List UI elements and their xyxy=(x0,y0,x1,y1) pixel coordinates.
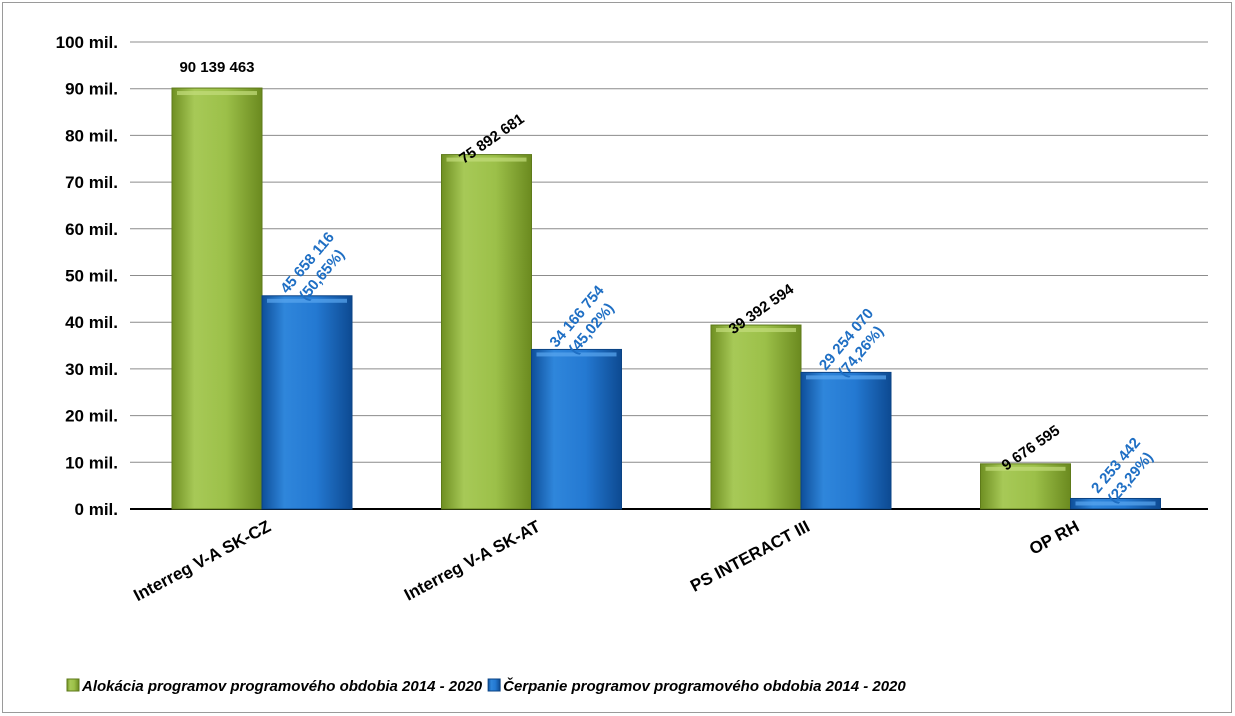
legend: Alokácia programov programového obdobia … xyxy=(66,677,906,695)
y-tick-label: 40 mil. xyxy=(65,313,118,332)
y-tick-label: 0 mil. xyxy=(75,500,118,519)
bar-highlight xyxy=(716,328,796,333)
bar-drawing xyxy=(531,348,622,510)
bar-highlight xyxy=(177,91,257,96)
y-tick-label: 90 mil. xyxy=(65,80,118,99)
y-tick-label: 60 mil. xyxy=(65,220,118,239)
y-tick-label: 100 mil. xyxy=(56,33,118,52)
legend-swatch-allocation xyxy=(66,678,80,692)
bars xyxy=(171,87,1161,510)
bar-highlight xyxy=(536,352,617,357)
bar-allocation xyxy=(980,463,1071,510)
y-tick-label: 70 mil. xyxy=(65,173,118,192)
bar-drawing xyxy=(800,371,892,510)
x-category-label: Interreg V-A SK-CZ xyxy=(130,517,273,605)
legend-swatch-drawing xyxy=(487,678,501,692)
legend-label-allocation: Alokácia programov programového obdobia … xyxy=(81,678,483,695)
bar-allocation xyxy=(710,324,802,510)
y-axis-ticks: 0 mil. 10 mil. 20 mil. 30 mil. 40 mil. 50 mil… xyxy=(56,33,118,519)
y-tick-label: 50 mil. xyxy=(65,267,118,286)
x-category-label: PS INTERACT III xyxy=(687,517,813,596)
x-axis-categories: Interreg V-A SK-CZ Interreg V-A SK-AT PS I… xyxy=(130,516,1082,605)
data-label-allocation: 90 139 463 xyxy=(179,59,254,76)
bar-allocation xyxy=(171,87,263,510)
bar-allocation xyxy=(441,154,532,510)
bar-highlight xyxy=(806,375,886,380)
y-tick-label: 30 mil. xyxy=(65,360,118,379)
data-label-drawing: 2 253 442(23,29%) xyxy=(1088,435,1157,507)
bar-drawing xyxy=(261,295,353,510)
bar-highlight xyxy=(1075,501,1156,506)
bar-highlight xyxy=(985,466,1066,471)
x-category-label: Interreg V-A SK-AT xyxy=(401,516,544,604)
y-tick-label: 80 mil. xyxy=(65,126,118,145)
y-tick-label: 10 mil. xyxy=(65,453,118,472)
y-tick-label: 20 mil. xyxy=(65,407,118,426)
bar-highlight xyxy=(446,157,527,162)
legend-label-drawing: Čerpanie programov programového obdobia … xyxy=(503,677,906,695)
x-category-label: OP RH xyxy=(1026,517,1082,559)
bar-highlight xyxy=(267,298,347,303)
